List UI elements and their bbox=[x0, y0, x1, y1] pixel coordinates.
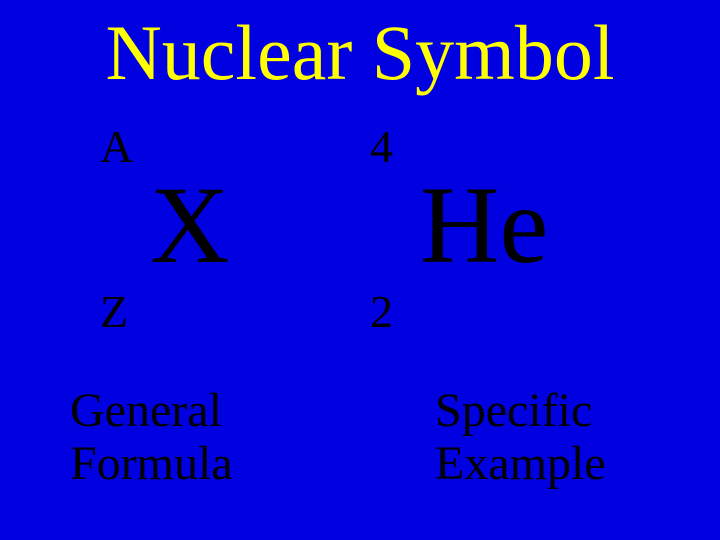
slide-title: Nuclear Symbol bbox=[0, 8, 720, 98]
caption-line: Example bbox=[435, 438, 606, 491]
mass-number-label: A bbox=[100, 120, 133, 173]
general-formula-caption: General Formula bbox=[70, 385, 233, 491]
caption-line: General bbox=[70, 385, 233, 438]
caption-line: Specific bbox=[435, 385, 606, 438]
atomic-number-label: Z bbox=[100, 285, 128, 338]
caption-line: Formula bbox=[70, 438, 233, 491]
element-symbol-helium: He bbox=[420, 162, 548, 289]
mass-number-value: 4 bbox=[370, 120, 393, 173]
atomic-number-value: 2 bbox=[370, 285, 393, 338]
specific-example-caption: Specific Example bbox=[435, 385, 606, 491]
element-symbol-general: X bbox=[150, 162, 229, 289]
